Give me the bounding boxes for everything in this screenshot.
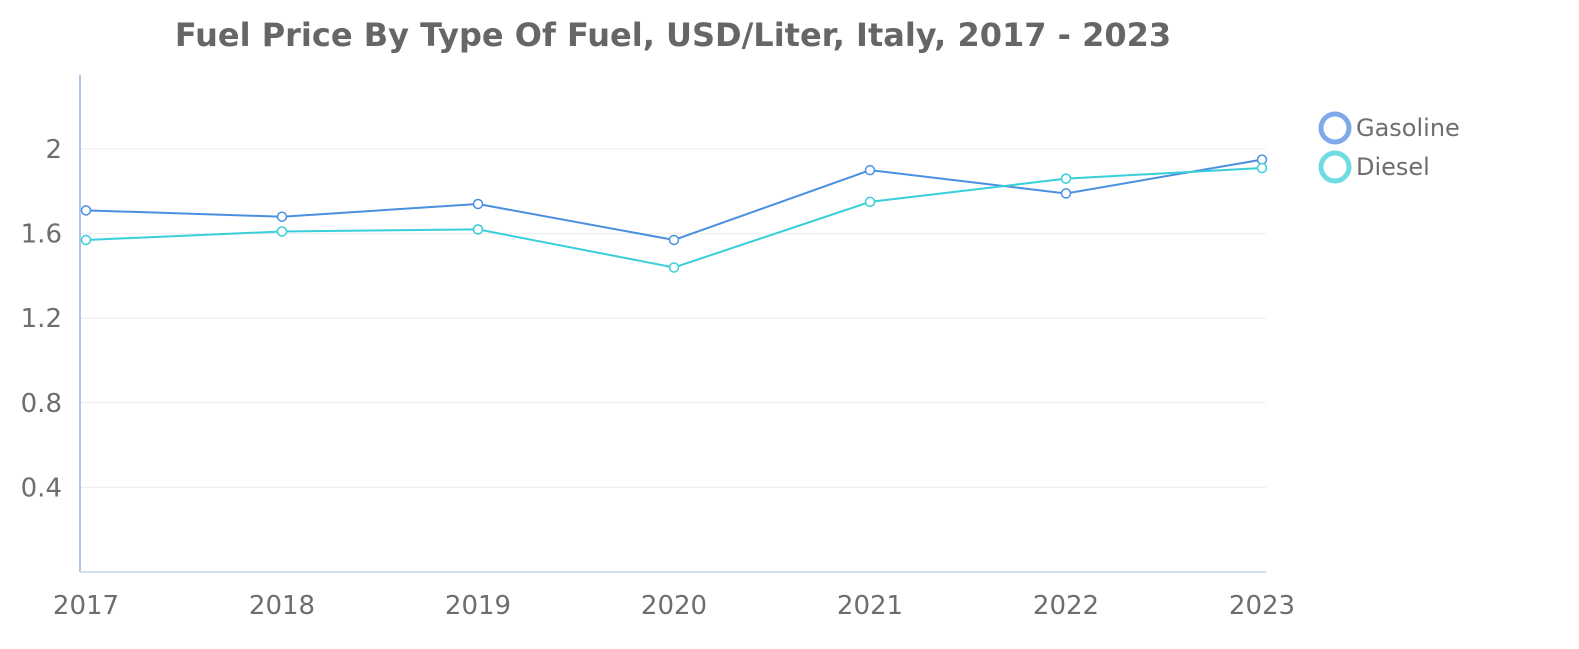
x-tick-label: 2017 [53, 591, 119, 621]
data-point-diesel[interactable] [472, 224, 484, 235]
data-point-gasoline[interactable] [1060, 188, 1072, 199]
x-tick-label: 2019 [445, 591, 511, 621]
data-point-diesel[interactable] [864, 196, 876, 208]
x-tick-label: 2023 [1229, 591, 1295, 621]
data-point-diesel[interactable] [668, 262, 680, 273]
legend[interactable]: Gasoline Diesel [1318, 111, 1460, 184]
data-point-gasoline[interactable] [472, 198, 484, 210]
chart-title: Fuel Price By Type Of Fuel, USD/Liter, I… [175, 16, 1171, 54]
y-tick-label: 0.4 [21, 473, 62, 503]
x-tick-label: 2021 [837, 591, 903, 621]
data-point-diesel[interactable] [276, 226, 288, 237]
x-tick-label: 2022 [1033, 591, 1099, 621]
legend-label-gasoline[interactable]: Gasoline [1356, 114, 1460, 142]
data-point-gasoline[interactable] [1256, 154, 1268, 165]
data-point-diesel[interactable] [1256, 162, 1268, 174]
y-tick-label: 1.2 [21, 304, 62, 334]
x-tick-label: 2018 [249, 591, 315, 621]
data-point-gasoline[interactable] [276, 211, 288, 222]
legend-marker-gasoline[interactable] [1318, 111, 1352, 145]
data-point-gasoline[interactable] [668, 234, 680, 246]
axes [79, 75, 1266, 573]
gridlines [80, 148, 1266, 488]
legend-label-diesel[interactable]: Diesel [1356, 153, 1430, 181]
series-group [80, 154, 1268, 273]
y-tick-label: 2 [45, 135, 62, 165]
x-tick-labels: 2017 2018 2019 2020 2021 2022 2023 [53, 591, 1295, 621]
x-tick-label: 2020 [641, 591, 707, 621]
data-point-diesel[interactable] [1060, 173, 1072, 184]
data-point-gasoline[interactable] [864, 164, 876, 176]
series-line-diesel [85, 167, 1263, 269]
data-point-diesel[interactable] [80, 234, 92, 246]
y-tick-label: 1.6 [21, 220, 62, 250]
y-tick-label: 0.8 [21, 389, 62, 419]
data-point-gasoline[interactable] [80, 205, 92, 216]
y-tick-labels: 0.4 0.8 1.2 1.6 2 [21, 135, 62, 503]
legend-marker-diesel[interactable] [1318, 150, 1352, 184]
series-line-gasoline [85, 158, 1263, 241]
